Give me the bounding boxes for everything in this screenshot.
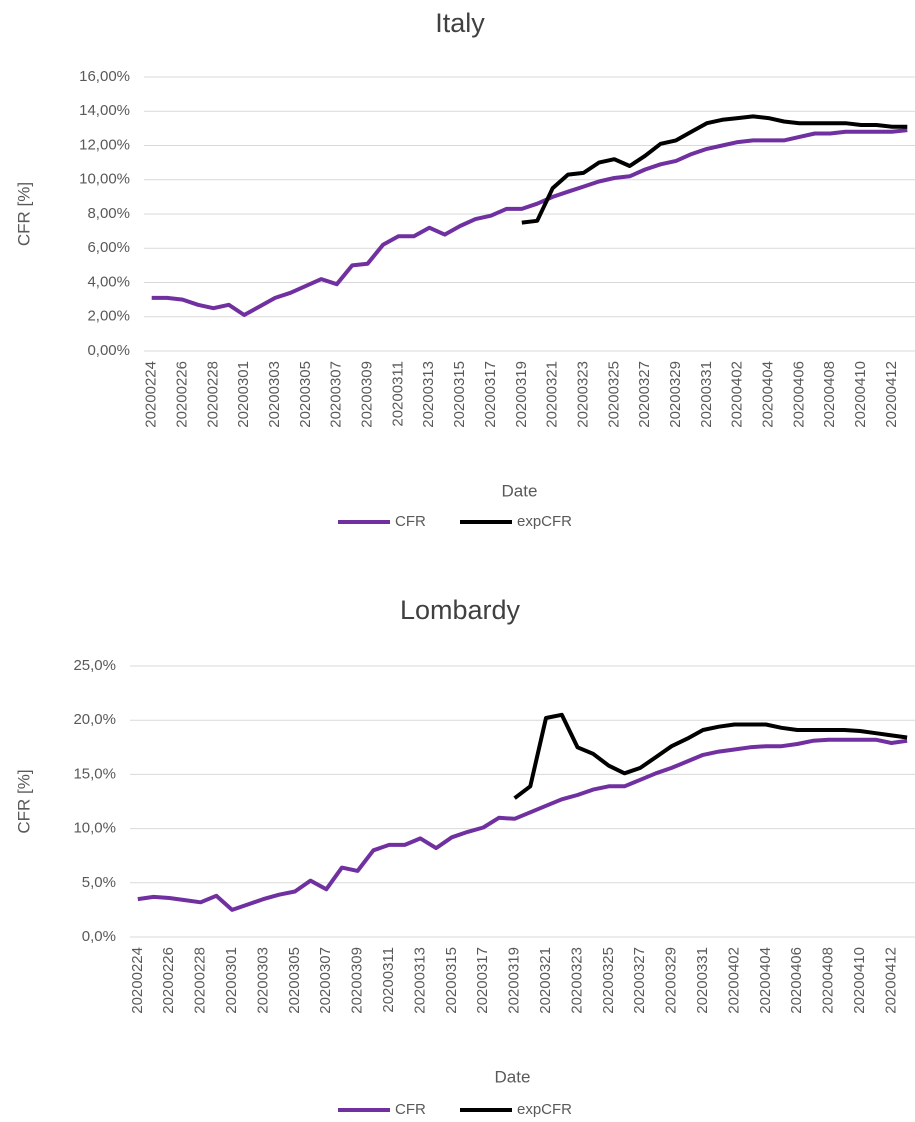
x-tick-label: 20200311 [380, 947, 397, 1013]
legend-label: CFR [395, 1101, 426, 1118]
x-tick-label: 20200408 [820, 947, 837, 1014]
chart-title: Lombardy [400, 595, 521, 625]
x-tick-label: 20200319 [513, 361, 530, 428]
x-tick-label: 20200406 [788, 947, 805, 1014]
y-tick-label: 4,00% [87, 273, 130, 290]
x-tick-label: 20200224 [129, 947, 146, 1014]
y-tick-label: 6,00% [87, 239, 130, 256]
x-tick-label: 20200317 [482, 361, 499, 428]
x-tick-label: 20200321 [537, 947, 554, 1014]
x-tick-label: 20200402 [729, 361, 746, 428]
legend-label: CFR [395, 513, 426, 530]
x-tick-label: 20200327 [631, 947, 648, 1014]
x-tick-label: 20200329 [663, 947, 680, 1014]
x-tick-label: 20200410 [852, 361, 869, 428]
x-tick-label: 20200412 [883, 361, 900, 428]
y-tick-label: 8,00% [87, 205, 130, 222]
y-tick-label: 0,00% [87, 342, 130, 359]
x-tick-label: 20200323 [568, 947, 585, 1014]
x-tick-label: 20200331 [698, 361, 715, 428]
y-axis-title: CFR [%] [14, 182, 33, 246]
x-tick-label: 20200228 [204, 361, 221, 428]
x-tick-label: 20200315 [443, 947, 460, 1014]
x-tick-label: 20200307 [317, 947, 334, 1014]
legend-label: expCFR [517, 1101, 572, 1118]
x-tick-label: 20200317 [474, 947, 491, 1014]
x-tick-label: 20200309 [349, 947, 366, 1014]
x-tick-label: 20200410 [851, 947, 868, 1014]
x-tick-label: 20200226 [160, 947, 177, 1014]
x-tick-label: 20200315 [451, 361, 468, 428]
y-tick-label: 10,0% [73, 820, 116, 837]
x-tick-label: 20200301 [235, 361, 252, 428]
series-line [521, 114, 908, 225]
y-tick-label: 0,0% [82, 928, 116, 945]
legend-label: expCFR [517, 513, 572, 530]
x-tick-label: 20200305 [297, 361, 314, 428]
y-axis-title: CFR [%] [14, 769, 33, 833]
x-tick-label: 20200406 [790, 361, 807, 428]
x-tick-label: 20200311 [389, 361, 406, 427]
x-tick-label: 20200323 [574, 361, 591, 428]
x-tick-label: 20200303 [254, 947, 271, 1014]
x-tick-label: 20200325 [600, 947, 617, 1014]
x-tick-label: 20200228 [192, 947, 209, 1014]
x-tick-label: 20200319 [506, 947, 523, 1014]
x-tick-label: 20200331 [694, 947, 711, 1014]
x-tick-label: 20200329 [667, 361, 684, 428]
x-tick-label: 20200404 [759, 361, 776, 428]
x-axis-title: Date [495, 1067, 531, 1086]
x-tick-label: 20200226 [174, 361, 191, 428]
y-tick-label: 5,0% [82, 874, 116, 891]
y-tick-label: 10,00% [79, 171, 130, 188]
y-tick-label: 15,0% [73, 765, 116, 782]
x-tick-label: 20200305 [286, 947, 303, 1014]
x-tick-label: 20200301 [223, 947, 240, 1014]
y-tick-label: 12,00% [79, 136, 130, 153]
y-tick-label: 20,0% [73, 711, 116, 728]
x-tick-label: 20200309 [359, 361, 376, 428]
x-tick-label: 20200327 [636, 361, 653, 428]
x-tick-label: 20200313 [420, 361, 437, 428]
x-tick-label: 20200303 [266, 361, 283, 428]
y-tick-label: 14,00% [79, 102, 130, 119]
x-tick-label: 20200408 [821, 361, 838, 428]
series-line [513, 712, 908, 800]
x-tick-label: 20200402 [725, 947, 742, 1014]
x-tick-label: 20200412 [882, 947, 899, 1014]
y-tick-label: 2,00% [87, 308, 130, 325]
x-tick-label: 20200404 [757, 947, 774, 1014]
x-tick-label: 20200321 [544, 361, 561, 428]
chart-title: Italy [435, 8, 485, 38]
series-line [151, 128, 908, 317]
y-tick-label: 16,00% [79, 68, 130, 85]
series-line [137, 737, 908, 912]
y-tick-label: 25,0% [73, 657, 116, 674]
x-tick-label: 20200224 [143, 361, 160, 428]
x-axis-title: Date [502, 481, 538, 500]
x-tick-label: 20200325 [605, 361, 622, 428]
x-tick-label: 20200307 [328, 361, 345, 428]
x-tick-label: 20200313 [411, 947, 428, 1014]
